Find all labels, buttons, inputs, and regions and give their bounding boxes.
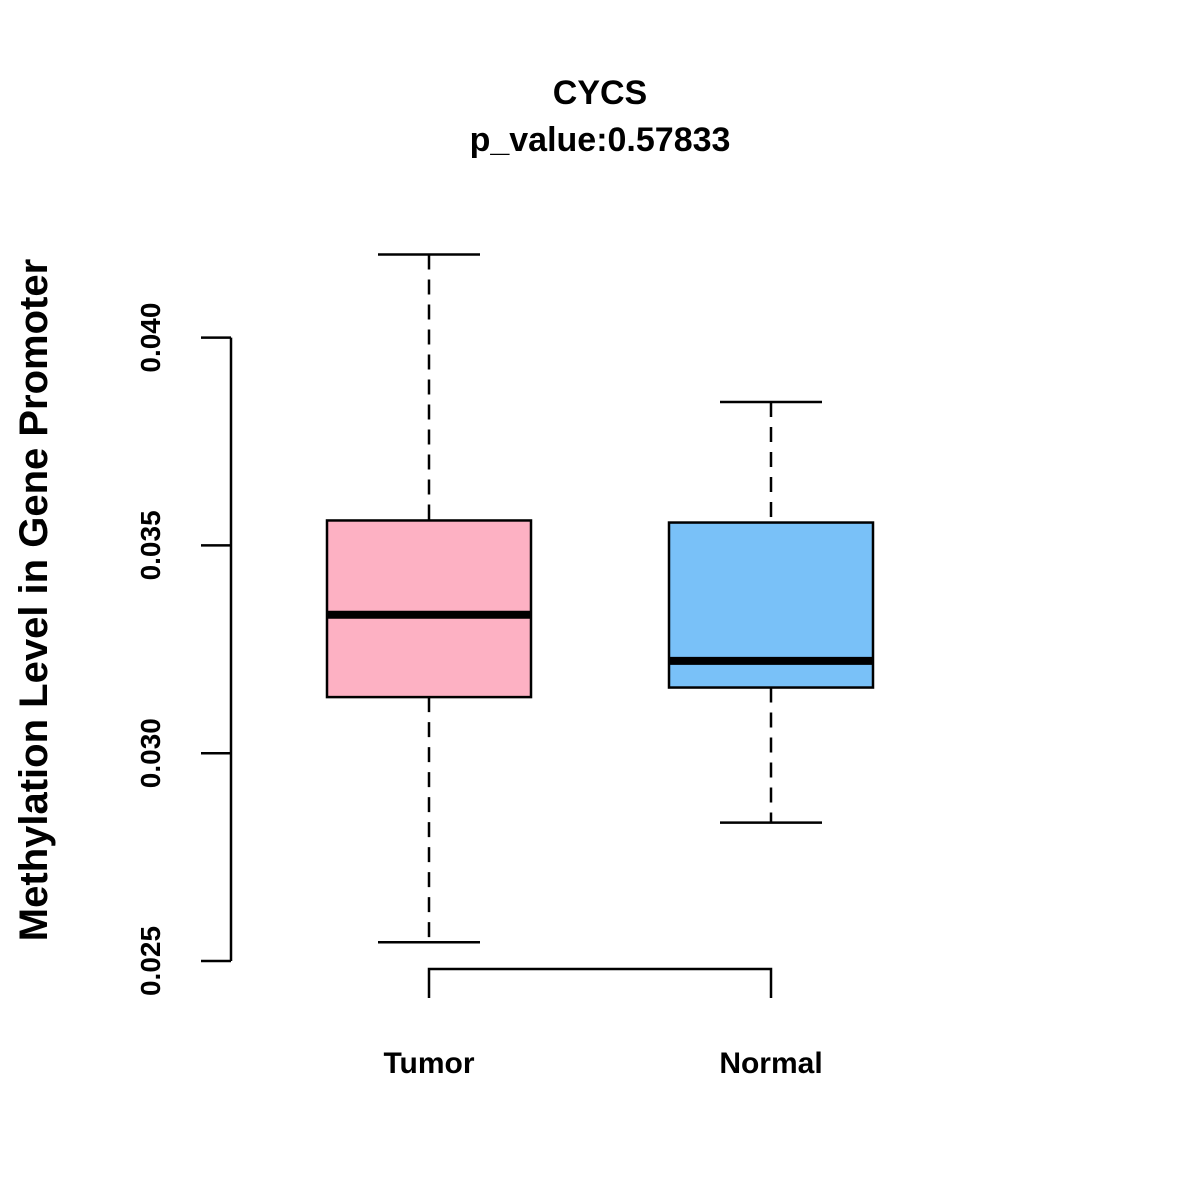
chart-subtitle: p_value:0.57833 bbox=[470, 121, 731, 159]
bracket-line bbox=[427, 967, 773, 998]
comparison-bracket bbox=[427, 967, 773, 998]
chart-title: CYCS bbox=[553, 74, 647, 112]
box-group-tumor bbox=[325, 253, 533, 944]
y-tick-label-3: 0.040 bbox=[135, 303, 166, 373]
y-tick-label-0: 0.025 bbox=[135, 926, 166, 996]
x-axis-labels: Tumor Normal bbox=[383, 1047, 822, 1080]
y-tick-label-2: 0.035 bbox=[135, 510, 166, 580]
box-group-normal bbox=[667, 400, 875, 824]
y-tick-label-1: 0.030 bbox=[135, 718, 166, 788]
x-label-normal: Normal bbox=[719, 1047, 822, 1080]
y-axis: 0.025 0.030 0.035 0.040 bbox=[135, 303, 233, 996]
boxes bbox=[325, 253, 875, 944]
y-axis-label: Methylation Level in Gene Promoter bbox=[12, 259, 56, 941]
x-label-tumor: Tumor bbox=[383, 1047, 474, 1080]
tumor-box bbox=[325, 519, 533, 699]
